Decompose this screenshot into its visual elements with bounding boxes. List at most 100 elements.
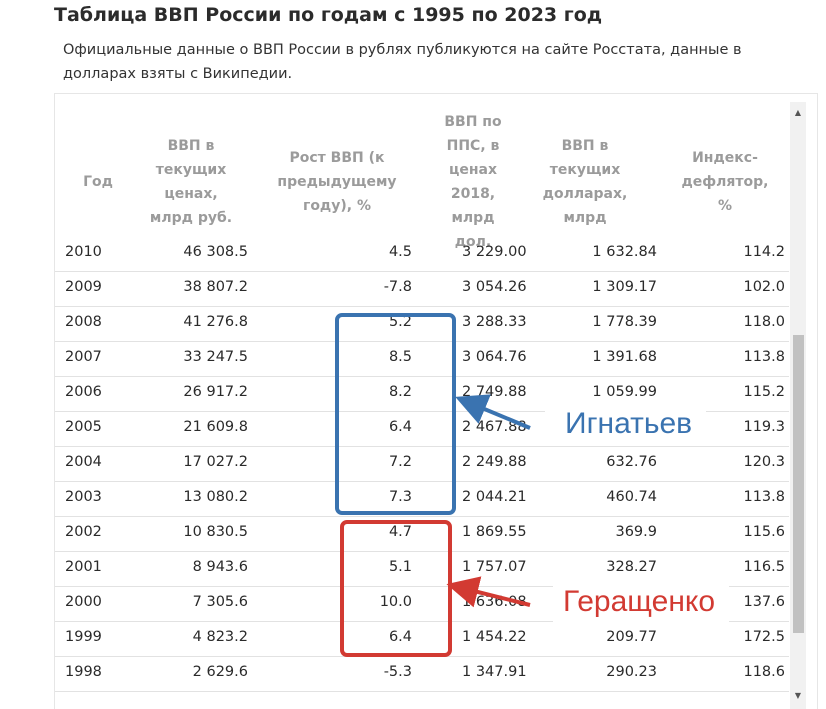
cell-gdp-usd: 460.74 xyxy=(606,489,657,505)
cell-gdp-rub: 7 305.6 xyxy=(192,594,248,610)
cell-growth: 7.3 xyxy=(388,489,412,505)
table-row: 2009 38 807.2 -7.8 3 054.26 1 309.17 102.0 xyxy=(55,272,789,307)
cell-gdp-rub: 38 807.2 xyxy=(183,279,248,295)
cell-gdp-rub: 26 917.2 xyxy=(183,384,248,400)
cell-deflator: 114.2 xyxy=(743,244,785,260)
cell-gdp-rub: 33 247.5 xyxy=(183,349,248,365)
cell-gdp-rub: 21 609.8 xyxy=(183,419,248,435)
cell-gdp-usd: 632.76 xyxy=(606,454,657,470)
cell-growth: 8.5 xyxy=(388,349,412,365)
cell-gdp-usd: 1 778.39 xyxy=(592,314,657,330)
cell-ppp: 1 454.22 xyxy=(462,629,527,645)
cell-gdp-usd: 209.77 xyxy=(606,629,657,645)
cell-growth: 4.7 xyxy=(388,524,412,540)
cell-ppp: 1 869.55 xyxy=(462,524,527,540)
cell-gdp-usd: 1 391.68 xyxy=(592,349,657,365)
header-gdp-rub[interactable]: ВВП в текущих ценах, млрд руб. xyxy=(149,138,233,226)
cell-deflator: 119.3 xyxy=(743,419,785,435)
cell-year: 1999 xyxy=(65,629,102,645)
cell-gdp-rub: 10 830.5 xyxy=(183,524,248,540)
cell-gdp-rub: 13 080.2 xyxy=(183,489,248,505)
triangle-down-icon[interactable]: ▼ xyxy=(794,691,802,700)
cell-gdp-rub: 41 276.8 xyxy=(183,314,248,330)
cell-growth: 5.1 xyxy=(388,559,412,575)
table-header: Год ВВП в текущих ценах, млрд руб. Рост … xyxy=(55,94,789,254)
table-row: 2010 46 308.5 4.5 3 229.00 1 632.84 114.2 xyxy=(55,237,789,272)
scrollbar-thumb[interactable] xyxy=(793,335,804,633)
table-row: 2004 17 027.2 7.2 2 249.88 632.76 120.3 xyxy=(55,447,789,482)
cell-gdp-usd: 290.23 xyxy=(606,664,657,680)
cell-deflator: 118.6 xyxy=(743,664,785,680)
cell-growth: -5.3 xyxy=(383,664,412,680)
cell-year: 2005 xyxy=(65,419,102,435)
gdp-table: Год ВВП в текущих ценах, млрд руб. Рост … xyxy=(54,93,818,709)
cell-gdp-rub: 46 308.5 xyxy=(183,244,248,260)
annotation-label-blue: Игнатьев xyxy=(545,405,707,445)
cell-gdp-rub: 8 943.6 xyxy=(192,559,248,575)
cell-gdp-usd: 1 059.99 xyxy=(592,384,657,400)
cell-deflator: 113.8 xyxy=(743,489,785,505)
cell-gdp-rub: 4 823.2 xyxy=(192,629,248,645)
cell-ppp: 1 347.91 xyxy=(462,664,527,680)
cell-year: 2004 xyxy=(65,454,102,470)
cell-deflator: 116.5 xyxy=(743,559,785,575)
red-highlight-box xyxy=(340,520,452,657)
cell-growth: 4.5 xyxy=(388,244,412,260)
table-row: 2006 26 917.2 8.2 2 749.88 1 059.99 115.2 xyxy=(55,377,789,412)
cell-growth: 8.2 xyxy=(388,384,412,400)
cell-year: 2008 xyxy=(65,314,102,330)
cell-ppp: 3 054.26 xyxy=(462,279,527,295)
cell-deflator: 102.0 xyxy=(743,279,785,295)
cell-year: 2006 xyxy=(65,384,102,400)
cell-ppp: 3 064.76 xyxy=(462,349,527,365)
cell-deflator: 118.0 xyxy=(743,314,785,330)
cell-growth: 5.2 xyxy=(388,314,412,330)
cell-year: 2003 xyxy=(65,489,102,505)
cell-gdp-usd: 328.27 xyxy=(606,559,657,575)
cell-gdp-usd: 369.9 xyxy=(615,524,657,540)
cell-growth: 6.4 xyxy=(388,629,412,645)
cell-deflator: 137.6 xyxy=(743,594,785,610)
blue-highlight-box xyxy=(335,313,456,515)
cell-year: 2001 xyxy=(65,559,102,575)
table-row: 2002 10 830.5 4.7 1 869.55 369.9 115.6 xyxy=(55,517,789,552)
page-description: Официальные данные о ВВП России в рублях… xyxy=(63,42,742,82)
cell-gdp-rub: 17 027.2 xyxy=(183,454,248,470)
cell-deflator: 172.5 xyxy=(743,629,785,645)
page-title: Таблица ВВП России по годам с 1995 по 20… xyxy=(54,4,603,26)
cell-year: 2007 xyxy=(65,349,102,365)
table-row: 1998 2 629.6 -5.3 1 347.91 290.23 118.6 xyxy=(55,657,789,692)
cell-year: 2000 xyxy=(65,594,102,610)
cell-growth: -7.8 xyxy=(383,279,412,295)
cell-ppp: 3 288.33 xyxy=(462,314,527,330)
cell-ppp: 3 229.00 xyxy=(462,244,527,260)
table-scrollbar[interactable]: ▲ ▼ xyxy=(790,102,806,709)
table-row: 2003 13 080.2 7.3 2 044.21 460.74 113.8 xyxy=(55,482,789,517)
cell-ppp: 1 757.07 xyxy=(462,559,527,575)
header-growth[interactable]: Рост ВВП (к предыдущему году), % xyxy=(277,150,397,214)
cell-year: 1998 xyxy=(65,664,102,680)
cell-gdp-usd: 1 632.84 xyxy=(592,244,657,260)
cell-ppp: 2 249.88 xyxy=(462,454,527,470)
cell-deflator: 115.6 xyxy=(743,524,785,540)
cell-deflator: 115.2 xyxy=(743,384,785,400)
cell-growth: 6.4 xyxy=(388,419,412,435)
table-row: 2001 8 943.6 5.1 1 757.07 328.27 116.5 xyxy=(55,552,789,587)
header-year[interactable]: Год xyxy=(83,174,113,190)
annotation-label-red: Геращенко xyxy=(553,583,730,623)
cell-year: 2002 xyxy=(65,524,102,540)
cell-growth: 10.0 xyxy=(379,594,412,610)
cell-deflator: 113.8 xyxy=(743,349,785,365)
cell-year: 2010 xyxy=(65,244,102,260)
table-row: 2007 33 247.5 8.5 3 064.76 1 391.68 113.8 xyxy=(55,342,789,377)
cell-gdp-rub: 2 629.6 xyxy=(192,664,248,680)
cell-ppp: 2 044.21 xyxy=(462,489,527,505)
cell-ppp: 2 749.88 xyxy=(462,384,527,400)
cell-deflator: 120.3 xyxy=(743,454,785,470)
header-gdp-usd[interactable]: ВВП в текущих долларах, млрд xyxy=(542,138,628,226)
cell-ppp: 2 467.88 xyxy=(462,419,527,435)
header-ppp[interactable]: ВВП по ППС, в ценах 2018, млрд дол. xyxy=(444,114,502,250)
header-deflator[interactable]: Индекс- дефлятор, % xyxy=(681,150,769,214)
triangle-up-icon[interactable]: ▲ xyxy=(794,108,802,117)
cell-ppp: 1 636.08 xyxy=(462,594,527,610)
